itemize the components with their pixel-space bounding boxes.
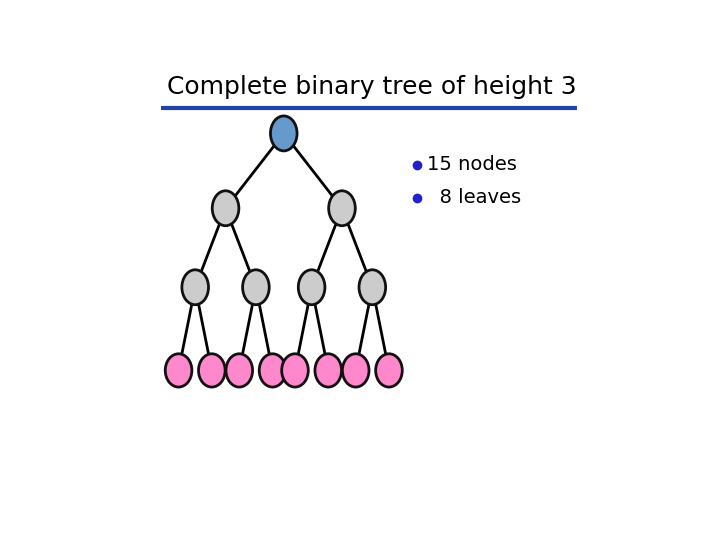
- Ellipse shape: [166, 354, 192, 387]
- Ellipse shape: [315, 354, 341, 387]
- Ellipse shape: [182, 270, 209, 305]
- Ellipse shape: [212, 191, 239, 226]
- Ellipse shape: [271, 116, 297, 151]
- Ellipse shape: [199, 354, 225, 387]
- Ellipse shape: [359, 270, 386, 305]
- Ellipse shape: [282, 354, 308, 387]
- Ellipse shape: [376, 354, 402, 387]
- Ellipse shape: [328, 191, 355, 226]
- Ellipse shape: [259, 354, 286, 387]
- Ellipse shape: [298, 270, 325, 305]
- Text: 8 leaves: 8 leaves: [427, 188, 521, 207]
- Ellipse shape: [243, 270, 269, 305]
- Ellipse shape: [343, 354, 369, 387]
- Text: Complete binary tree of height 3: Complete binary tree of height 3: [167, 75, 577, 99]
- Ellipse shape: [226, 354, 253, 387]
- Text: 15 nodes: 15 nodes: [427, 155, 517, 174]
